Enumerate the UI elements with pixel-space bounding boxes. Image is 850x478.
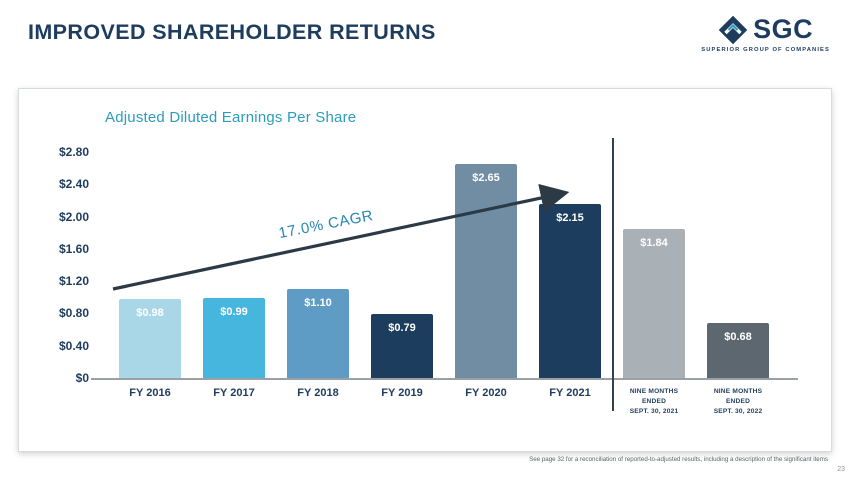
y-tick-label: $0.80 xyxy=(58,306,89,321)
chart-card: Adjusted Diluted Earnings Per Share $2.8… xyxy=(18,88,832,452)
y-tick-label: $1.20 xyxy=(58,274,89,289)
bar-slot: $1.10 FY 2018 xyxy=(276,152,360,399)
logo-subtitle: SUPERIOR GROUP OF COMPANIES xyxy=(701,47,830,53)
bar-value-label: $0.99 xyxy=(220,306,248,318)
bar-category-label: FY 2020 xyxy=(465,387,507,399)
y-tick-label: $2.00 xyxy=(58,209,89,224)
bar-fy-2019: $0.79 xyxy=(371,314,433,378)
bar-nine-months-ended-sept-30-2021: $1.84 xyxy=(623,229,685,378)
bar-slot: $0.98 FY 2016 xyxy=(108,152,192,399)
page-number: 23 xyxy=(837,466,845,473)
bar-category-label: FY 2017 xyxy=(213,387,255,399)
bar-value-label: $0.68 xyxy=(724,331,752,343)
bar-category-label: NINE MONTHS ENDED SEPT. 30, 2021 xyxy=(629,388,679,415)
bar-fy-2020: $2.65 xyxy=(455,164,517,378)
sgc-logo: SGC SUPERIOR GROUP OF COMPANIES xyxy=(701,14,830,53)
slide-title: IMPROVED SHAREHOLDER RETURNS xyxy=(28,20,436,44)
y-tick-label: $2.40 xyxy=(58,177,89,192)
y-axis: $2.80 $2.40 $2.00 $1.60 $1.20 $0.80 $0.40 $0 xyxy=(27,146,89,384)
bars: $0.98 FY 2016 $0.99 FY 2017 $1.10 FY 2018 $0.7… xyxy=(108,152,780,415)
bar-value-label: $2.15 xyxy=(556,212,584,224)
bar-slot: $0.79 FY 2019 xyxy=(360,152,444,399)
bar-value-label: $2.65 xyxy=(472,172,500,184)
bar-value-label: $1.10 xyxy=(304,297,332,309)
bar-slot: $2.65 FY 2020 xyxy=(444,152,528,399)
bar-fy-2017: $0.99 xyxy=(203,298,265,378)
x-axis-baseline xyxy=(91,378,798,380)
bar-slot: $1.84 NINE MONTHS ENDED SEPT. 30, 2021 xyxy=(612,152,696,415)
bar-value-label: $0.98 xyxy=(136,307,164,319)
y-tick-label: $0.40 xyxy=(58,338,89,353)
logo-row: SGC xyxy=(718,14,813,45)
bar-category-label: NINE MONTHS ENDED SEPT. 30, 2022 xyxy=(713,388,763,415)
bar-fy-2016: $0.98 xyxy=(119,299,181,378)
y-tick-label: $0 xyxy=(75,370,89,385)
chart-title: Adjusted Diluted Earnings Per Share xyxy=(105,109,357,126)
bar-slot: $0.68 NINE MONTHS ENDED SEPT. 30, 2022 xyxy=(696,152,780,415)
bar-category-label: FY 2019 xyxy=(381,387,423,399)
bar-category-label: FY 2016 xyxy=(129,387,171,399)
bar-value-label: $1.84 xyxy=(640,237,668,249)
y-tick-label: $1.60 xyxy=(58,241,89,256)
sgc-diamond-chevron-icon xyxy=(718,15,748,45)
bar-slot: $2.15 FY 2021 xyxy=(528,152,612,399)
bar-fy-2018: $1.10 xyxy=(287,289,349,378)
bar-value-label: $0.79 xyxy=(388,322,416,334)
period-divider-line xyxy=(612,138,614,411)
logo-wordmark: SGC xyxy=(753,14,814,44)
bar-category-label: FY 2021 xyxy=(549,387,591,399)
bar-category-label: FY 2018 xyxy=(297,387,339,399)
footnote: See page 32 for a reconciliation of repo… xyxy=(529,456,828,463)
y-tick-label: $2.80 xyxy=(58,145,89,159)
bar-nine-months-ended-sept-30-2022: $0.68 xyxy=(707,323,769,378)
bar-fy-2021: $2.15 xyxy=(539,204,601,378)
bar-slot: $0.99 FY 2017 xyxy=(192,152,276,399)
